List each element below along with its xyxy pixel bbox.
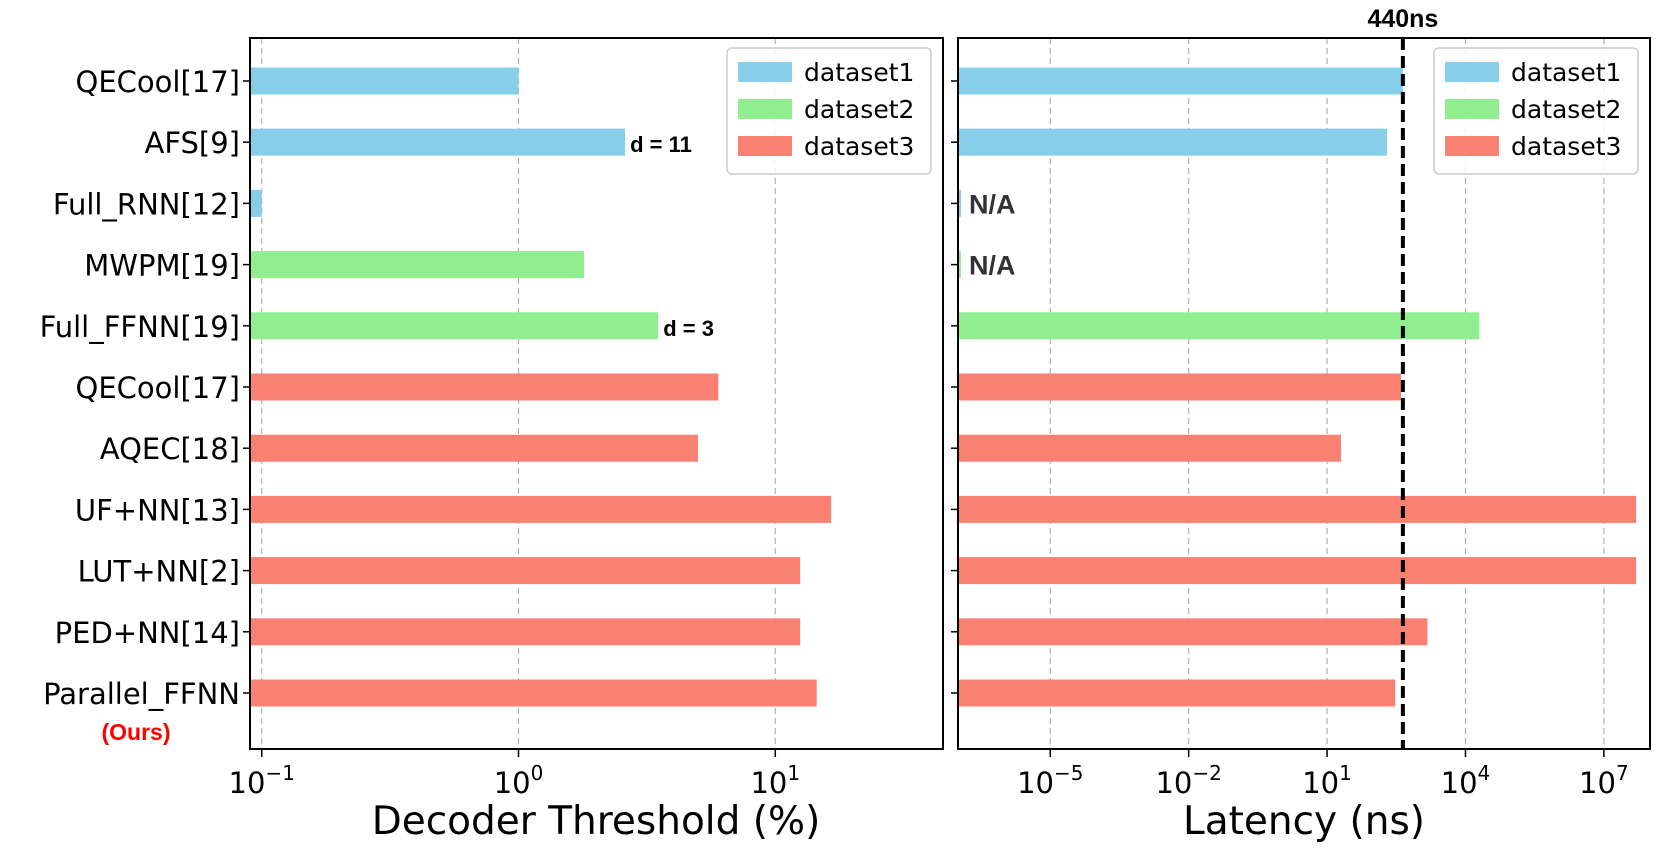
- latency-annotations: N/A N/A: [969, 189, 1016, 280]
- bar-full-rnn-12-2: [251, 189, 262, 217]
- legend-swatch-dataset1: [738, 62, 792, 82]
- bar-lut-nn-2-8: [959, 557, 1637, 585]
- y-tick-label-ped-nn-14: PED+NN[14]: [55, 616, 240, 650]
- bar-ped-nn-14-9: [959, 618, 1428, 646]
- bar-afs-9-1: [251, 128, 626, 156]
- legend-label-dataset3: dataset3: [804, 132, 914, 161]
- legend-label-dataset1: dataset1: [804, 58, 914, 87]
- latency-reference-line: 440ns: [1367, 5, 1438, 749]
- bar-afs-9-1: [959, 128, 1388, 156]
- bar-aqec-18-6: [251, 434, 698, 462]
- legend-swatch-dataset2: [1445, 99, 1499, 119]
- legend-swatch-dataset1: [1445, 62, 1499, 82]
- panel-latency: N/A N/A 10−5 10−2 101 104 107 440ns Latency (…: [951, 5, 1651, 844]
- y-tick-label-afs-9: AFS[9]: [145, 126, 241, 160]
- legend-label-dataset3: dataset3: [1511, 132, 1621, 161]
- y-tick-label-qecool-17: QECool[17]: [76, 65, 240, 99]
- latency-x-axis: 10−5 10−2 101 104 107: [1017, 749, 1629, 800]
- bar-ped-nn-14-9: [251, 618, 801, 646]
- na-annotation: N/A: [969, 189, 1016, 219]
- bar-stub-full-rnn-12-2: [959, 189, 961, 217]
- x-tick-label: 101: [750, 761, 800, 800]
- distance-annotation: d = 11: [630, 132, 692, 157]
- bar-qecool-17-5: [959, 373, 1401, 401]
- y-tick-label-parallel-ffnn: Parallel_FFNN: [43, 677, 240, 711]
- y-tick-label-aqec-18: AQEC[18]: [100, 432, 240, 466]
- threshold-axes-frame: [249, 37, 944, 750]
- bar-uf-nn-13-7: [959, 495, 1637, 523]
- x-tick-label: 101: [1302, 761, 1352, 800]
- y-tick-label-uf-nn-13: UF+NN[13]: [75, 493, 240, 527]
- latency-bars: [959, 67, 1637, 707]
- y-tick-label-mwpm-19: MWPM[19]: [84, 249, 240, 283]
- x-tick-label: 10−5: [1017, 761, 1083, 800]
- bar-full-ffnn-19-4: [251, 312, 659, 340]
- latency-legend: dataset1 dataset2 dataset3: [1433, 47, 1639, 175]
- bar-qecool-17-5: [251, 373, 719, 401]
- threshold-category-axis: QECool[17] AFS[9] Full_RNN[12] MWPM[19] Full…: [40, 65, 250, 745]
- legend-label-dataset2: dataset2: [1511, 95, 1621, 124]
- threshold-x-axis-label: Decoder Threshold (%): [372, 799, 821, 844]
- legend-label-dataset2: dataset2: [804, 95, 914, 124]
- y-tick-sublabel-ours: (Ours): [102, 719, 171, 745]
- x-tick-label: 10−1: [229, 761, 295, 800]
- distance-annotation: d = 3: [663, 316, 714, 341]
- latency-category-axis: [951, 80, 958, 694]
- bar-stub-mwpm-19-3: [959, 251, 961, 279]
- x-tick-label: 10−2: [1155, 761, 1221, 800]
- x-tick-label: 107: [1579, 761, 1629, 800]
- bar-qecool-17-0: [959, 67, 1403, 95]
- bar-lut-nn-2-8: [251, 557, 801, 585]
- panel-threshold: d = 11 d = 3 QECool[17] AFS[9] Full_RNN[12]…: [40, 37, 944, 844]
- bar-full-ffnn-19-4: [959, 312, 1480, 340]
- latency-x-axis-label: Latency (ns): [1183, 799, 1425, 844]
- y-tick-label-full-rnn-12: Full_RNN[12]: [53, 187, 240, 221]
- y-tick-label-full-ffnn-19: Full_FFNN[19]: [40, 310, 240, 344]
- y-tick-label-qecool-17: QECool[17]: [76, 371, 240, 405]
- reference-line-label: 440ns: [1367, 5, 1438, 33]
- legend-swatch-dataset2: [738, 99, 792, 119]
- bar-parallel-ffnn-10: [251, 679, 817, 707]
- bar-parallel-ffnn-10: [959, 679, 1396, 707]
- threshold-x-axis: 10−1 100 101: [229, 749, 800, 800]
- bar-uf-nn-13-7: [251, 495, 832, 523]
- na-annotation: N/A: [969, 251, 1016, 281]
- threshold-annotations: d = 11 d = 3: [630, 132, 714, 341]
- threshold-legend: dataset1 dataset2 dataset3: [726, 47, 932, 175]
- legend-swatch-dataset3: [738, 136, 792, 156]
- bar-aqec-18-6: [959, 434, 1341, 462]
- x-tick-label: 100: [494, 761, 544, 800]
- y-tick-label-lut-nn-2: LUT+NN[2]: [78, 555, 240, 589]
- x-tick-label: 104: [1441, 761, 1491, 800]
- legend-label-dataset1: dataset1: [1511, 58, 1621, 87]
- latency-axes-frame: [957, 37, 1651, 750]
- legend-swatch-dataset3: [1445, 136, 1499, 156]
- threshold-bars: [251, 67, 832, 707]
- bar-qecool-17-0: [251, 67, 519, 95]
- bar-mwpm-19-3: [251, 251, 585, 279]
